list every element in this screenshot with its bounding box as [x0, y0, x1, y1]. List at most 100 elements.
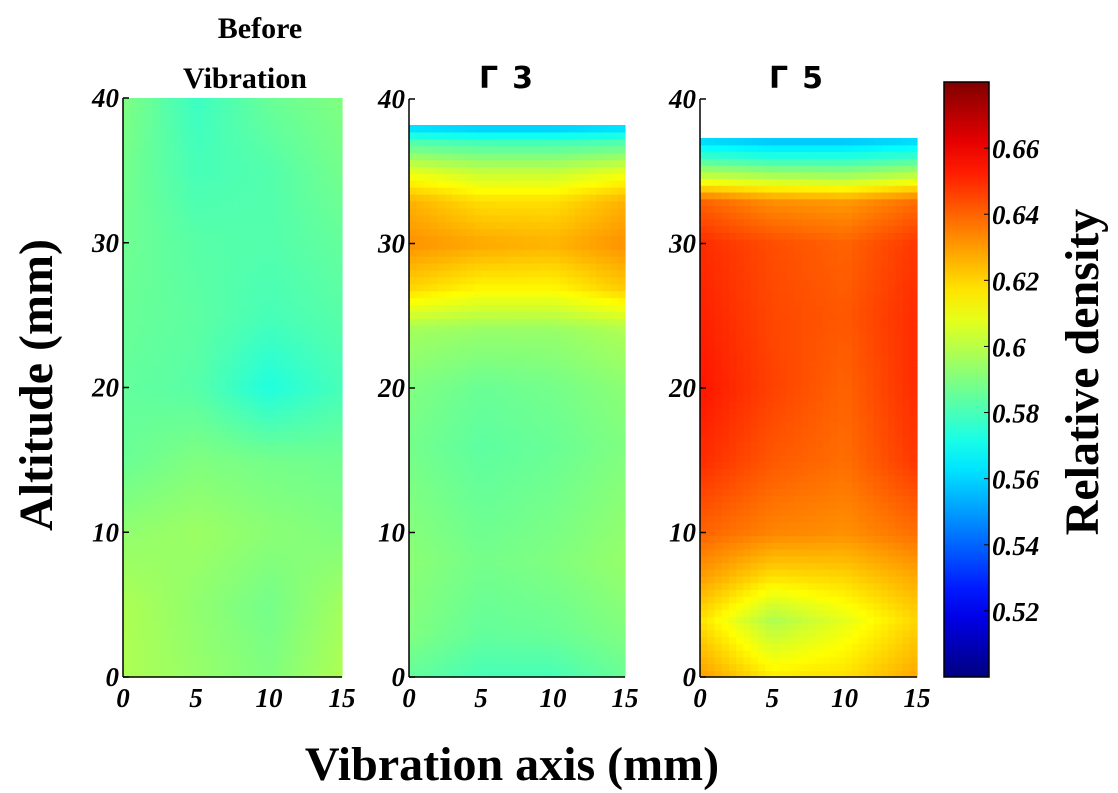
heatmap-cell: [553, 338, 561, 347]
heatmap-cell: [437, 580, 446, 588]
heatmap-cell: [188, 134, 197, 143]
heatmap-cell: [736, 663, 744, 671]
heatmap-cell: [334, 141, 343, 150]
heatmap-cell: [509, 545, 518, 554]
heatmap-cell: [596, 131, 604, 140]
heatmap-cell: [137, 126, 146, 135]
heatmap-cell: [545, 276, 554, 285]
heatmap-cell: [596, 125, 604, 133]
heatmap-cell: [531, 256, 540, 264]
heatmap-cell: [589, 414, 597, 423]
heatmap-cell: [416, 518, 424, 526]
heatmap-cell: [159, 539, 168, 548]
heatmap-cell: [152, 633, 161, 642]
heatmap-cell: [276, 286, 285, 295]
heatmap-cell: [210, 184, 219, 193]
heatmap-cell: [617, 207, 626, 216]
heatmap-cell: [174, 525, 182, 533]
heatmap-cell: [466, 338, 475, 347]
heatmap-cell: [610, 573, 619, 581]
heatmap-cell: [509, 442, 518, 450]
heatmap-cell: [495, 414, 504, 423]
heatmap-cell: [538, 490, 547, 499]
heatmap-cell: [123, 286, 131, 295]
heatmap-cell: [130, 575, 139, 584]
heatmap-cell: [545, 545, 554, 554]
heatmap-cell: [327, 192, 336, 200]
heatmap-cell: [437, 497, 446, 506]
heatmap-cell: [298, 394, 307, 403]
heatmap-cell: [581, 428, 590, 437]
heatmap-cell: [574, 476, 583, 485]
heatmap-cell: [305, 221, 314, 229]
heatmap-cell: [495, 635, 504, 644]
heatmap-cell: [610, 552, 619, 561]
heatmap-cell: [488, 263, 496, 271]
heatmap-cell: [495, 200, 504, 209]
heatmap-cell: [261, 163, 270, 171]
heatmap-cell: [188, 293, 197, 302]
heatmap-cell: [327, 98, 336, 106]
heatmap-cell: [203, 286, 212, 295]
heatmap-cell: [610, 614, 619, 623]
heatmap-cell: [247, 416, 255, 425]
heatmap-cell: [517, 670, 525, 678]
heatmap-cell: [466, 635, 475, 644]
heatmap-cell: [210, 105, 219, 114]
heatmap-cell: [166, 307, 175, 316]
heatmap-cell: [617, 656, 626, 664]
heatmap-cell: [130, 141, 139, 150]
heatmap-cell: [610, 428, 619, 437]
heatmap-cell: [445, 428, 453, 437]
heatmap-cell: [466, 663, 475, 671]
heatmap-cell: [225, 242, 234, 251]
heatmap-cell: [603, 476, 612, 485]
heatmap-cell: [334, 387, 343, 396]
heatmap-cell: [232, 235, 241, 244]
heatmap-cell: [188, 669, 197, 678]
heatmap-cell: [159, 626, 168, 635]
heatmap-cell: [859, 643, 867, 651]
heatmap-cell: [283, 221, 292, 229]
heatmap-cell: [574, 601, 583, 609]
heatmap-cell: [334, 119, 343, 128]
heatmap-cell: [567, 387, 576, 395]
heatmap-cell: [531, 166, 540, 174]
heatmap-cell: [574, 159, 583, 168]
heatmap-cell: [437, 159, 446, 168]
heatmap-cell: [524, 173, 532, 181]
heatmap-cell: [524, 559, 532, 568]
heatmap-cell: [574, 387, 583, 395]
heatmap-cell: [430, 628, 439, 637]
heatmap-cell: [589, 345, 597, 354]
heatmap-cell: [210, 568, 219, 577]
heatmap-cell: [217, 445, 226, 454]
heatmap-cell: [589, 228, 597, 237]
heatmap-cell: [466, 573, 475, 581]
heatmap-cell: [181, 300, 190, 309]
heatmap-cell: [298, 213, 307, 222]
heatmap-cell: [283, 286, 292, 295]
heatmap-cell: [445, 421, 453, 430]
heatmap-cell: [545, 207, 554, 216]
heatmap-cell: [166, 467, 175, 475]
heatmap-cell: [596, 449, 604, 457]
heatmap-cell: [269, 546, 277, 555]
heatmap-cell: [254, 112, 263, 121]
heatmap-cell: [596, 539, 604, 547]
heatmap-cell: [298, 365, 307, 374]
heatmap-cell: [217, 648, 226, 656]
heatmap-cell: [589, 656, 597, 664]
heatmap-cell: [276, 271, 285, 280]
heatmap-cell: [567, 318, 576, 326]
heatmap-cell: [123, 474, 131, 483]
heatmap-cell: [430, 352, 439, 361]
heatmap-cell: [166, 344, 175, 352]
heatmap-cell: [473, 242, 482, 250]
heatmap-cell: [567, 628, 576, 637]
heatmap-cell: [210, 249, 219, 258]
heatmap-cell: [423, 304, 432, 312]
heatmap-cell: [545, 532, 554, 540]
heatmap-cell: [217, 242, 226, 251]
heatmap-cell: [459, 401, 468, 409]
